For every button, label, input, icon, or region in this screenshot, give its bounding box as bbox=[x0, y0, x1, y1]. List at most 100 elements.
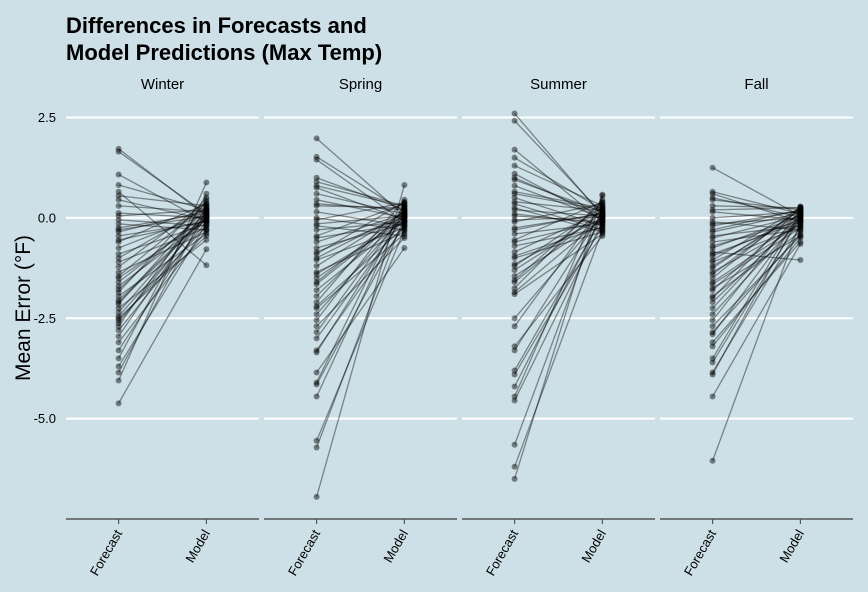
model-point bbox=[401, 204, 408, 211]
pair-line bbox=[118, 248, 207, 404]
forecast-point bbox=[115, 320, 122, 327]
forecast-point bbox=[115, 309, 122, 316]
model-point bbox=[401, 210, 408, 217]
pair-line bbox=[712, 235, 801, 289]
model-point bbox=[203, 226, 210, 233]
pair-line bbox=[316, 219, 405, 291]
model-point bbox=[203, 262, 210, 269]
model-point bbox=[599, 206, 606, 213]
facet-panel-summer: Summer Forecast Model bbox=[462, 76, 655, 578]
forecast-point bbox=[115, 333, 122, 340]
pair-line bbox=[514, 209, 603, 217]
forecast-point bbox=[313, 135, 320, 142]
pair-line bbox=[316, 203, 405, 211]
forecast-point bbox=[511, 371, 518, 378]
model-point bbox=[203, 206, 210, 213]
model-point bbox=[401, 216, 408, 223]
model-point bbox=[401, 218, 408, 225]
forecast-point bbox=[313, 437, 320, 444]
pair-line bbox=[316, 227, 405, 261]
pair-line bbox=[514, 206, 603, 267]
forecast-point bbox=[115, 363, 122, 370]
pair-line bbox=[514, 207, 603, 233]
forecast-point bbox=[511, 194, 518, 201]
model-point bbox=[599, 232, 606, 239]
facet-label: Winter bbox=[141, 76, 184, 93]
pair-line bbox=[118, 239, 207, 309]
pair-line bbox=[712, 167, 801, 217]
model-point bbox=[599, 204, 606, 211]
forecast-point bbox=[313, 190, 320, 197]
forecast-point bbox=[313, 178, 320, 185]
pair-line bbox=[514, 203, 603, 223]
pair-line bbox=[514, 177, 603, 217]
model-point bbox=[203, 200, 210, 207]
model-point bbox=[797, 204, 804, 211]
pair-line bbox=[712, 219, 801, 315]
forecast-point bbox=[115, 238, 122, 245]
model-point bbox=[797, 218, 804, 225]
forecast-point bbox=[511, 277, 518, 284]
pair-line bbox=[711, 221, 802, 462]
forecast-point bbox=[709, 293, 716, 300]
model-point bbox=[599, 200, 606, 207]
forecast-point bbox=[709, 194, 716, 201]
model-point bbox=[797, 203, 804, 210]
pair-line bbox=[316, 201, 405, 255]
model-point bbox=[203, 236, 210, 243]
model-point bbox=[203, 190, 210, 197]
forecast-point bbox=[115, 283, 122, 290]
pair-line bbox=[712, 209, 801, 231]
forecast-point bbox=[511, 315, 518, 322]
forecast-point bbox=[115, 323, 122, 330]
pair-line bbox=[514, 218, 603, 293]
forecast-point bbox=[511, 273, 518, 280]
model-point bbox=[797, 204, 804, 211]
forecast-point bbox=[709, 208, 716, 215]
forecast-point bbox=[709, 265, 716, 272]
model-point bbox=[797, 210, 804, 217]
model-point bbox=[599, 218, 606, 225]
pair-line bbox=[712, 197, 801, 218]
pair-line bbox=[514, 120, 603, 215]
model-point bbox=[599, 214, 606, 221]
model-point bbox=[599, 210, 606, 217]
model-point bbox=[401, 210, 408, 217]
forecast-point bbox=[115, 145, 122, 152]
model-point bbox=[797, 212, 804, 219]
model-point bbox=[203, 230, 210, 237]
pair-line bbox=[118, 213, 207, 324]
forecast-point bbox=[709, 253, 716, 260]
forecast-point bbox=[313, 329, 320, 336]
model-point bbox=[203, 222, 210, 229]
model-point bbox=[401, 226, 408, 233]
forecast-point bbox=[709, 331, 716, 338]
forecast-point bbox=[313, 311, 320, 318]
model-point bbox=[203, 216, 210, 223]
model-point bbox=[797, 230, 804, 237]
forecast-point bbox=[511, 238, 518, 245]
pair-line bbox=[118, 221, 207, 331]
pair-line bbox=[712, 211, 801, 219]
pair-line bbox=[118, 151, 207, 215]
pair-line bbox=[316, 210, 405, 283]
pair-line bbox=[118, 173, 207, 223]
pair-line bbox=[316, 217, 405, 231]
pair-line bbox=[118, 210, 207, 233]
model-point bbox=[599, 212, 606, 219]
forecast-point bbox=[511, 267, 518, 274]
forecast-point bbox=[511, 289, 518, 296]
model-point bbox=[401, 218, 408, 225]
pair-line bbox=[316, 193, 405, 215]
forecast-point bbox=[115, 202, 122, 209]
pair-line bbox=[514, 173, 603, 221]
forecast-point bbox=[115, 313, 122, 320]
model-point bbox=[203, 208, 210, 215]
pair-line bbox=[118, 205, 207, 213]
pair-line bbox=[316, 211, 405, 333]
forecast-point bbox=[313, 184, 320, 191]
model-point bbox=[203, 200, 210, 207]
pair-line bbox=[712, 235, 801, 327]
y-tick-label: -2.5 bbox=[34, 311, 56, 326]
forecast-point bbox=[709, 369, 716, 376]
